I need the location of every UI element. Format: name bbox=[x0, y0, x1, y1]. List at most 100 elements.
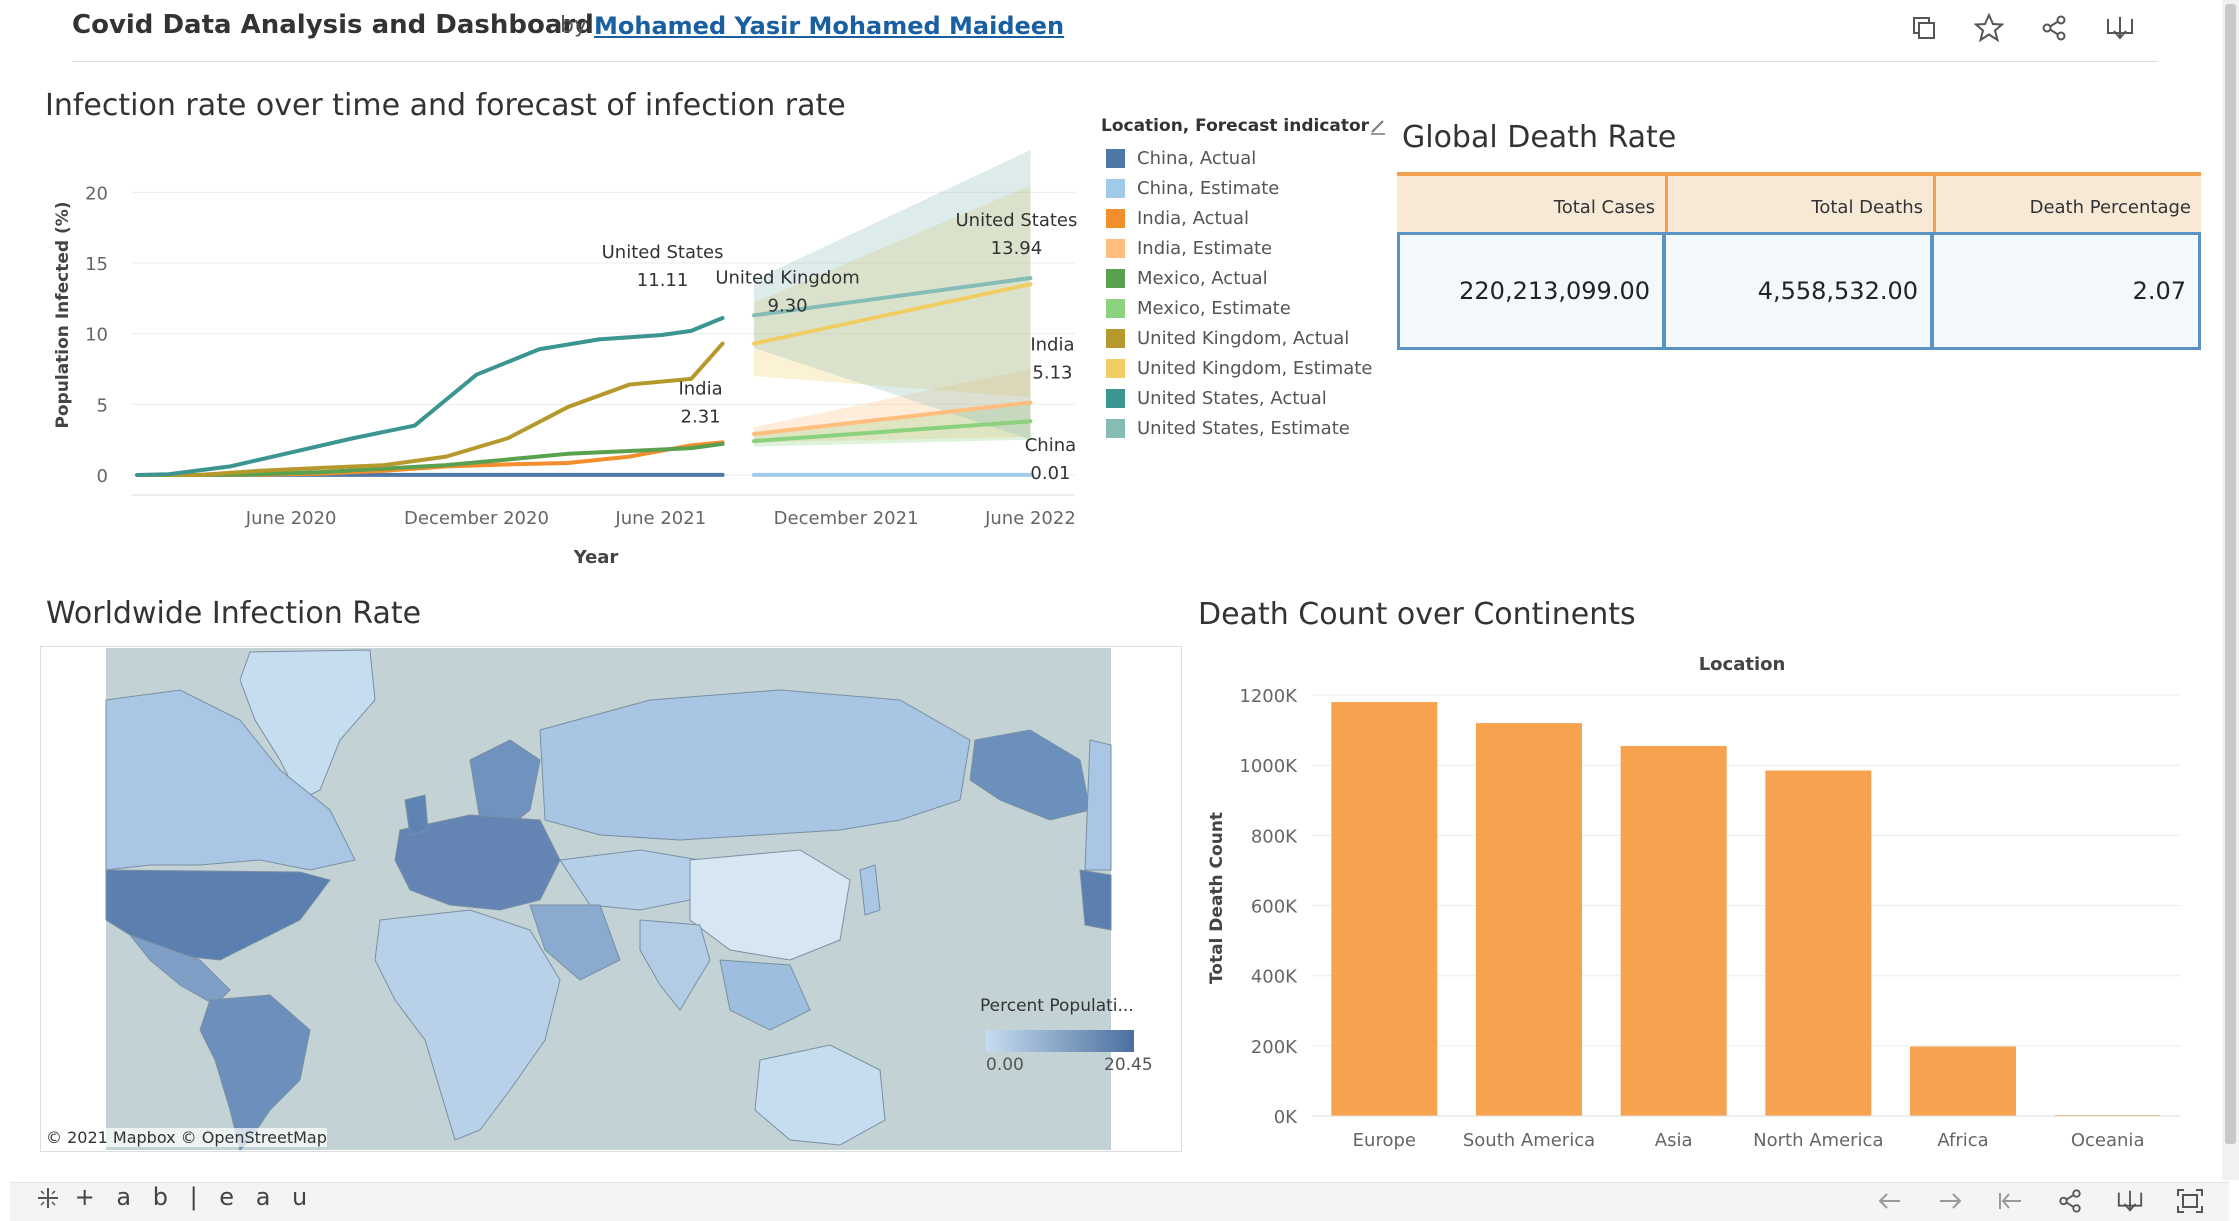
redo-button[interactable] bbox=[1932, 1185, 1968, 1217]
kpi-value-total-cases[interactable]: 220,213,099.00 bbox=[1397, 232, 1665, 350]
legend-item[interactable]: United Kingdom, Estimate bbox=[1106, 356, 1372, 380]
map-legend-gradient bbox=[986, 1030, 1134, 1052]
line-annotation-label: India bbox=[678, 378, 722, 399]
legend-label: India, Actual bbox=[1137, 208, 1249, 229]
bar-category-label: South America bbox=[1463, 1130, 1595, 1151]
edit-legend-button[interactable] bbox=[1368, 116, 1388, 140]
legend-swatch bbox=[1106, 239, 1125, 258]
kpi-value-total-deaths[interactable]: 4,558,532.00 bbox=[1663, 232, 1933, 350]
favorite-button[interactable] bbox=[1969, 8, 2009, 48]
line-annotation-label: China bbox=[1025, 435, 1076, 456]
kpi-value-death-percentage[interactable]: 2.07 bbox=[1931, 232, 2201, 350]
undo-button[interactable] bbox=[1872, 1185, 1908, 1217]
line-series bbox=[137, 344, 722, 475]
legend-label: Mexico, Estimate bbox=[1137, 298, 1291, 319]
line-y-tick-label: 15 bbox=[85, 254, 108, 275]
line-y-tick-label: 0 bbox=[97, 466, 108, 487]
legend-item[interactable]: India, Estimate bbox=[1106, 236, 1272, 260]
legend-item[interactable]: China, Actual bbox=[1106, 146, 1256, 170]
download-button[interactable] bbox=[2100, 8, 2140, 48]
legend-label: United Kingdom, Actual bbox=[1137, 328, 1349, 349]
fullscreen-button[interactable] bbox=[2172, 1185, 2208, 1217]
bar-y-tick-label: 1200K bbox=[1239, 686, 1298, 707]
download-icon bbox=[2116, 1187, 2144, 1215]
copy-button[interactable] bbox=[1904, 8, 1944, 48]
line-series-group bbox=[137, 278, 1030, 475]
scrollbar-thumb[interactable] bbox=[2225, 4, 2236, 1144]
bar-category-label: North America bbox=[1753, 1130, 1883, 1151]
line-annotation-value: 11.11 bbox=[637, 270, 689, 291]
line-x-tick-label: June 2022 bbox=[984, 508, 1076, 529]
bar bbox=[1476, 723, 1582, 1116]
dashboard-title: Covid Data Analysis and Dashboard bbox=[72, 10, 594, 40]
bar-y-tick-label: 200K bbox=[1251, 1037, 1298, 1058]
line-series bbox=[137, 318, 722, 475]
map-legend-max: 20.45 bbox=[1104, 1055, 1153, 1075]
star-icon bbox=[1974, 13, 2004, 43]
line-x-tick-label: December 2020 bbox=[404, 508, 549, 529]
line-chart-title: Infection rate over time and forecast of… bbox=[45, 88, 846, 123]
line-annotation-value: 5.13 bbox=[1032, 363, 1072, 384]
map-credit[interactable]: © 2021 Mapbox © OpenStreetMap bbox=[46, 1128, 327, 1147]
tableau-logo[interactable]: + a b | e a u bbox=[36, 1183, 314, 1211]
line-x-tick-label: June 2020 bbox=[245, 508, 337, 529]
legend-swatch bbox=[1106, 179, 1125, 198]
line-series bbox=[754, 284, 1030, 343]
legend-item[interactable]: United States, Actual bbox=[1106, 386, 1327, 410]
line-series bbox=[754, 278, 1030, 315]
legend-swatch bbox=[1106, 269, 1125, 288]
bar-chart-title: Death Count over Continents bbox=[1198, 597, 1636, 632]
forecast-band bbox=[754, 369, 1030, 442]
forecast-bands bbox=[754, 150, 1030, 447]
forecast-band bbox=[754, 150, 1030, 440]
line-annotation-value: 0.01 bbox=[1030, 463, 1070, 484]
line-x-tick-label: December 2021 bbox=[774, 508, 919, 529]
legend-item[interactable]: India, Actual bbox=[1106, 206, 1249, 230]
share-button[interactable] bbox=[2034, 8, 2074, 48]
legend-label: United Kingdom, Estimate bbox=[1137, 358, 1372, 379]
kpi-header-total-cases: Total Cases bbox=[1397, 172, 1665, 232]
share-icon bbox=[2040, 14, 2068, 42]
toolbar-download-button[interactable] bbox=[2112, 1185, 2148, 1217]
bar-y-tick-label: 600K bbox=[1251, 897, 1298, 918]
legend-swatch bbox=[1106, 389, 1125, 408]
line-series bbox=[137, 442, 722, 475]
legend-swatch bbox=[1106, 329, 1125, 348]
line-annotation-label: United States bbox=[602, 242, 724, 263]
map-legend-min: 0.00 bbox=[986, 1055, 1024, 1075]
legend-item[interactable]: China, Estimate bbox=[1106, 176, 1279, 200]
legend-swatch bbox=[1106, 209, 1125, 228]
bar-y-axis-title: Total Death Count bbox=[1207, 812, 1227, 984]
legend-swatch bbox=[1106, 149, 1125, 168]
bar-y-tick-label: 400K bbox=[1251, 967, 1298, 988]
line-y-axis-title: Population Infected (%) bbox=[53, 201, 73, 428]
download-icon bbox=[2105, 13, 2135, 43]
revert-icon bbox=[1997, 1191, 2023, 1211]
legend-label: China, Estimate bbox=[1137, 178, 1279, 199]
arrow-right-icon bbox=[1937, 1191, 1963, 1211]
bar-chart-axes: 0K200K400K600K800K1000K1200KLocationTota… bbox=[1207, 654, 2180, 1151]
header-divider bbox=[72, 61, 2158, 62]
line-x-axis-title: Year bbox=[573, 547, 619, 568]
legend-item[interactable]: Mexico, Estimate bbox=[1106, 296, 1291, 320]
toolbar-share-button[interactable] bbox=[2052, 1185, 2088, 1217]
line-x-tick-label: June 2021 bbox=[614, 508, 706, 529]
line-y-tick-label: 20 bbox=[85, 183, 108, 204]
legend-item[interactable]: Mexico, Actual bbox=[1106, 266, 1268, 290]
bar bbox=[1331, 702, 1437, 1116]
legend-item[interactable]: United Kingdom, Actual bbox=[1106, 326, 1349, 350]
bar bbox=[2055, 1115, 2161, 1116]
legend-swatch bbox=[1106, 359, 1125, 378]
byline-label: by bbox=[560, 13, 587, 38]
map-title: Worldwide Infection Rate bbox=[46, 596, 421, 631]
arrow-left-icon bbox=[1877, 1191, 1903, 1211]
author-link[interactable]: Mohamed Yasir Mohamed Maideen bbox=[594, 12, 1064, 40]
bar-category-label: Oceania bbox=[2071, 1130, 2145, 1151]
legend-item[interactable]: United States, Estimate bbox=[1106, 416, 1350, 440]
revert-button[interactable] bbox=[1992, 1185, 2028, 1217]
bar-y-tick-label: 1000K bbox=[1239, 756, 1298, 777]
legend-swatch bbox=[1106, 299, 1125, 318]
line-annotation-value: 2.31 bbox=[681, 406, 721, 427]
